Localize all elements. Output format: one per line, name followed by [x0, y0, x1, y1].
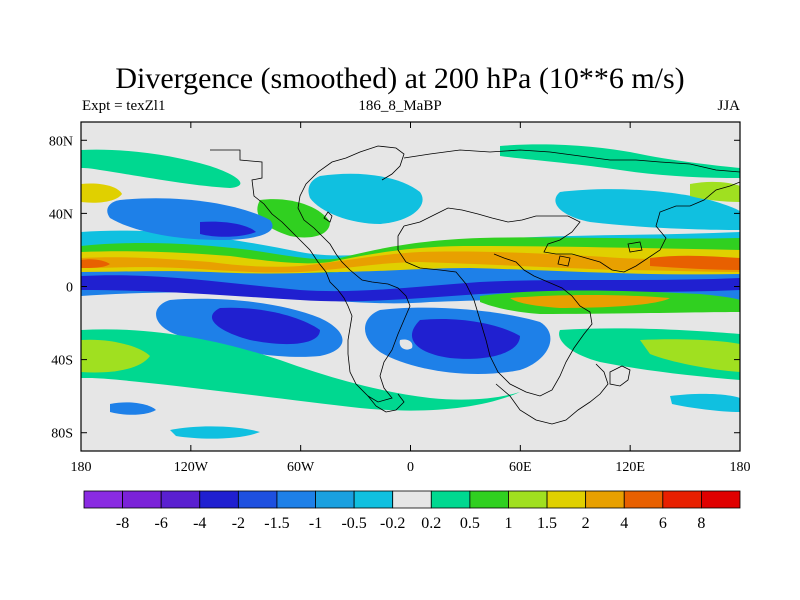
contour-deepblue-north-pacific — [200, 221, 256, 237]
experiment-label: Expt = texZl1 — [82, 98, 166, 114]
colorbar-swatch — [199, 490, 239, 509]
contour-blue-south-pole-west — [110, 402, 156, 415]
colorbar-label: 6 — [659, 515, 667, 532]
contour-green-southern-ocean — [81, 329, 520, 411]
colorbar-label: 1.5 — [537, 515, 557, 532]
colorbar: -8 -6 -4 -2 -1.5 -1 -0.5 -0.2 0.2 0.5 1 1.5 2 4 6 8 — [83, 490, 741, 532]
contour-yellow-north-west — [81, 183, 122, 203]
colorbar-label: -0.2 — [380, 515, 405, 532]
season-label: JJA — [717, 98, 740, 114]
contour-green-north-asia — [500, 144, 740, 178]
colorbar-swatch — [662, 490, 702, 509]
coastline-eurasia — [403, 181, 740, 273]
contour-cyan-south-east — [670, 393, 740, 412]
plot-title: Divergence (smoothed) at 200 hPa (10**6 … — [115, 62, 685, 95]
contour-cyan-north-atlantic — [308, 173, 423, 224]
colorbar-swatch — [353, 490, 394, 509]
lon-tick-label: 120E — [615, 460, 645, 475]
colorbar-label: -0.5 — [341, 515, 366, 532]
colorbar-swatch — [701, 490, 741, 509]
coastline-australia — [609, 365, 631, 387]
colorbar-swatch — [83, 490, 123, 509]
colorbar-label: -2 — [232, 515, 245, 532]
contour-green-north-pacific — [81, 149, 241, 188]
colorbar-swatch — [122, 490, 162, 509]
colorbar-label: -6 — [155, 515, 168, 532]
colorbar-label: -8 — [116, 515, 129, 532]
latitude-axis: 80N 40N 0 40S 80S — [49, 134, 740, 442]
colorbar-swatch — [546, 490, 587, 509]
contour-red-patch-east — [650, 255, 740, 270]
lat-tick-label: 40N — [49, 207, 73, 222]
colorbar-label: -4 — [193, 515, 206, 532]
colorbar-label: -1 — [309, 515, 322, 532]
contour-green-north-america — [257, 199, 330, 238]
coastline-africa — [397, 225, 593, 397]
colorbar-swatch — [623, 490, 664, 509]
colorbar-swatch — [315, 490, 355, 509]
coastline-small-islands — [323, 211, 643, 267]
continent-outlines — [210, 145, 740, 425]
contour-fields — [81, 144, 740, 439]
colorbar-label: 8 — [697, 515, 705, 532]
colorbar-label: 0.2 — [421, 515, 441, 532]
lon-tick-label: 180 — [730, 460, 751, 475]
contour-cyan-south-pole — [170, 426, 260, 439]
coastline-north-eurasia — [403, 149, 740, 173]
lat-tick-label: 40S — [51, 354, 73, 369]
lon-tick-label: 0 — [407, 460, 414, 475]
lon-tick-label: 60E — [509, 460, 532, 475]
lat-tick-label: 80N — [49, 134, 73, 149]
coastline-southern-africa — [495, 363, 609, 425]
contour-white-island-south-atlantic — [399, 339, 413, 350]
colorbar-swatch — [585, 490, 625, 509]
colorbar-label: 0.5 — [460, 515, 480, 532]
contour-lightgreen-south-indian — [640, 339, 740, 372]
colorbar-swatch — [469, 490, 509, 509]
lon-tick-label: 180 — [71, 460, 92, 475]
contour-band-deepblue-equator — [81, 275, 740, 302]
contour-lightgreen-south — [81, 339, 150, 373]
colorbar-swatch — [276, 490, 316, 509]
colorbar-label: 2 — [582, 515, 590, 532]
contour-band-orange-north — [81, 251, 740, 273]
colorbar-swatch — [508, 490, 548, 509]
contour-red-patch-west — [81, 259, 110, 268]
colorbar-label: 4 — [620, 515, 628, 532]
colorbar-swatch — [160, 490, 201, 509]
contour-cyan-east-asia — [555, 189, 740, 230]
contour-deepblue-south-atlantic — [411, 318, 520, 359]
coastline-south-america — [367, 393, 405, 413]
colorbar-swatch — [430, 490, 471, 509]
lat-tick-label: 80S — [51, 427, 73, 442]
contour-deepblue-south-pacific — [211, 307, 320, 345]
lon-tick-label: 120W — [174, 460, 209, 475]
lon-tick-label: 60W — [287, 460, 315, 475]
colorbar-swatch — [237, 490, 278, 509]
colorbar-label: 1 — [504, 515, 512, 532]
contour-band-orange-south — [510, 295, 670, 308]
colorbar-label: -1.5 — [264, 515, 289, 532]
run-label: 186_8_MaBP — [358, 98, 442, 114]
coastline-north-america — [210, 145, 411, 403]
lat-tick-label: 0 — [66, 281, 73, 296]
colorbar-swatch — [392, 490, 432, 509]
longitude-axis: 180 120W 60W 0 60E 120E 180 — [71, 122, 751, 475]
